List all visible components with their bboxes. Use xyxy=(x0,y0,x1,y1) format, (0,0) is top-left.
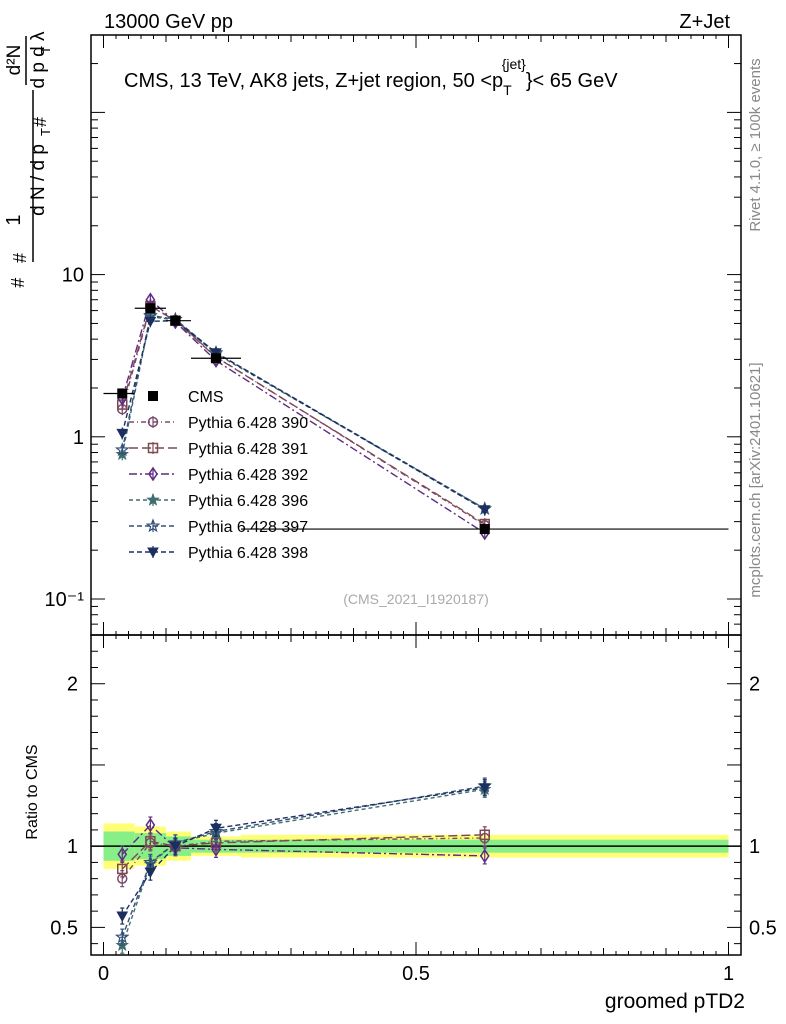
y-tick-label-main: 10 xyxy=(62,265,84,287)
x-tick-label: 1 xyxy=(723,963,734,985)
legend-marker xyxy=(145,518,161,533)
svg-text:d N / d p: d N / d p xyxy=(28,144,49,216)
legend-marker xyxy=(147,416,159,428)
x-axis-label: groomed pTD2 xyxy=(605,990,745,1013)
y-tick-label-ratio-right: 2 xyxy=(749,674,760,696)
rivet-version-label: Rivet 4.1.0, ≥ 100k events xyxy=(747,58,764,231)
ratio-point xyxy=(116,911,129,923)
mcplots-reference-label: mcplots.cern.ch [arXiv:2401.10621] xyxy=(747,362,764,597)
data-point xyxy=(117,388,128,399)
y-tick-label-ratio-right: 0.5 xyxy=(749,917,777,939)
ratio-plot-frame xyxy=(90,634,742,956)
ratio-line-397 xyxy=(121,785,485,938)
ratio-point xyxy=(211,842,221,857)
svg-text:T: T xyxy=(38,46,53,54)
legend-marker xyxy=(147,442,159,454)
axis-ticks: 0 0.5 1 10⁻¹ 1 10 0.5 0.5 1 1 2 2 xyxy=(45,34,777,985)
ratio-point xyxy=(169,841,182,853)
header-process-label: Z+Jet xyxy=(679,11,730,33)
main-point xyxy=(114,442,130,457)
ratio-point xyxy=(117,863,128,875)
main-point xyxy=(478,505,491,516)
main-y-axis-label: # 1 d N / d p T # d²N # d p d λ T xyxy=(3,31,53,288)
data-point xyxy=(479,524,490,535)
svg-text:# 1: # 1 xyxy=(3,214,29,287)
legend-label: Pythia 6.428 392 xyxy=(188,467,308,484)
y-tick-label-main: 10⁻¹ xyxy=(45,589,85,611)
header-beam-label: 13000 GeV pp xyxy=(104,11,233,33)
ratio-point xyxy=(210,823,222,835)
data-point xyxy=(170,315,181,326)
ratio-point xyxy=(114,929,130,944)
legend-label: Pythia 6.428 391 xyxy=(188,441,308,458)
ratio-uncertainty-bands xyxy=(91,823,741,869)
legend-label: Pythia 6.428 398 xyxy=(188,545,308,562)
ratio-line-391 xyxy=(121,834,485,870)
x-tick-label: 0.5 xyxy=(402,963,430,985)
legend-marker xyxy=(148,466,158,482)
y-tick-label-ratio: 1 xyxy=(67,836,78,858)
svg-text:d²N: d²N xyxy=(4,45,25,76)
ratio-y-axis-label: Ratio to CMS xyxy=(24,744,41,839)
legend-marker xyxy=(147,547,159,559)
ratio-point xyxy=(144,867,157,879)
ratio-point xyxy=(479,829,490,841)
legend-marker xyxy=(146,492,160,506)
legend-label: CMS xyxy=(188,389,224,406)
svg-text:T: T xyxy=(38,128,53,136)
svg-text:d p d λ: d p d λ xyxy=(28,31,49,89)
ratio-line-392 xyxy=(121,824,485,857)
data-point xyxy=(211,353,221,364)
x-tick-label: 0 xyxy=(98,963,109,985)
ratio-series-points xyxy=(114,777,493,954)
svg-text:#: # xyxy=(10,253,30,263)
main-point xyxy=(210,348,222,359)
legend: CMS Pythia 6.428 390 Pythia 6.428 391 Pythi… xyxy=(129,389,308,562)
y-tick-label-main: 1 xyxy=(73,427,84,449)
ratio-series-lines xyxy=(121,785,485,946)
ratio-point xyxy=(117,846,128,862)
legend-label: Pythia 6.428 396 xyxy=(188,493,308,510)
ratio-point xyxy=(479,848,490,864)
legend-label: Pythia 6.428 397 xyxy=(188,519,308,536)
legend-marker-data xyxy=(148,391,158,401)
main-point xyxy=(116,428,129,440)
legend-label: Pythia 6.428 390 xyxy=(188,415,308,432)
main-line-392 xyxy=(121,298,486,534)
ratio-line-396 xyxy=(121,788,485,946)
analysis-id-label: (CMS_2021_I1920187) xyxy=(343,591,489,607)
main-point xyxy=(144,316,157,328)
y-tick-label-ratio-right: 1 xyxy=(749,836,760,858)
svg-text:#: # xyxy=(30,117,50,127)
data-point xyxy=(145,303,156,314)
ratio-point xyxy=(145,836,156,847)
y-tick-label-ratio: 0.5 xyxy=(50,917,78,939)
main-series-points xyxy=(103,292,729,541)
chart-title: CMS, 13 TeV, AK8 jets, Z+jet region, 50 … xyxy=(124,56,618,98)
y-tick-label-ratio: 2 xyxy=(67,674,78,696)
ratio-point xyxy=(478,783,491,794)
ratio-point xyxy=(145,817,156,833)
